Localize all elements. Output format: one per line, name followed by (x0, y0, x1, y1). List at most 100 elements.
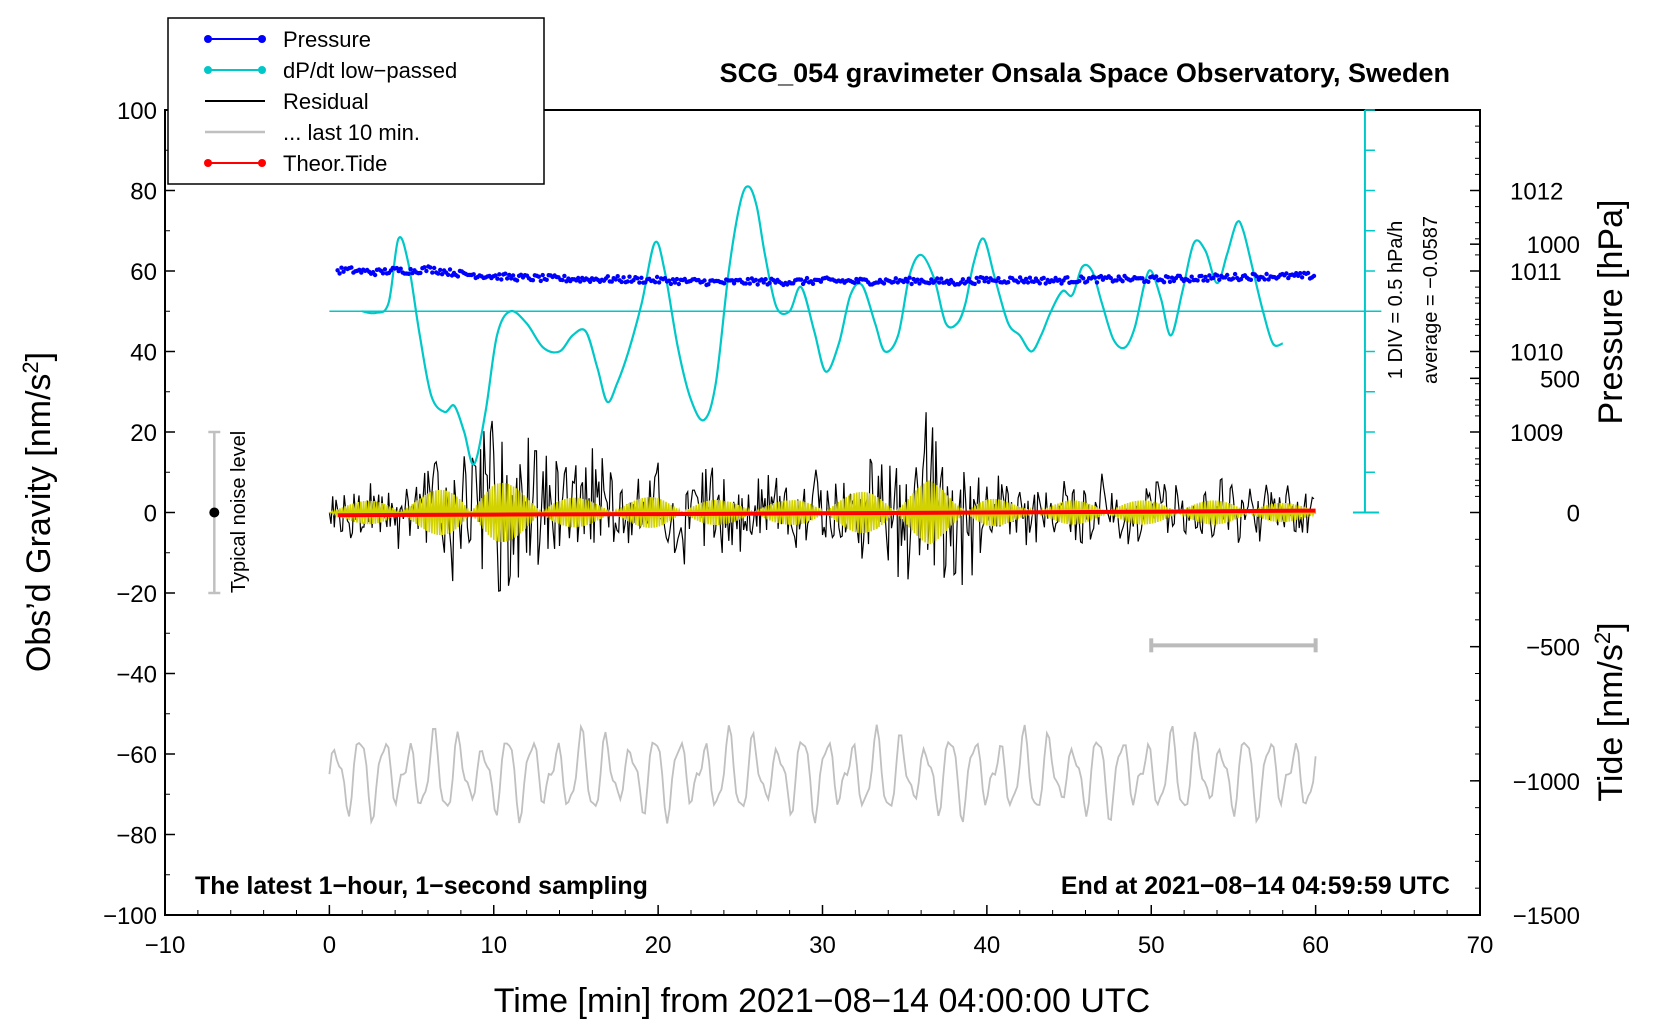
pressure-point (635, 276, 640, 281)
pressure-point (445, 272, 451, 277)
x-tick-label: −10 (145, 932, 186, 959)
div-scale-label: 1 DIV = 0.5 hPa/h (1385, 221, 1407, 379)
chart-title: SCG_054 gravimeter Onsala Space Observat… (720, 58, 1450, 88)
pressure-point (337, 271, 342, 276)
pressure-point (927, 281, 932, 286)
pressure-point (372, 272, 378, 278)
pressure-point (1165, 275, 1171, 280)
pressure-point (380, 271, 386, 276)
tide-tick-label: −500 (1526, 635, 1580, 662)
ticks-layer: −10 0 10 20 30 40 50 60 70−100−80−60−40−20020406… (103, 98, 1580, 959)
pressure-point (406, 271, 411, 276)
pressure-point (753, 277, 758, 283)
y-axis-label-sup: 2 (18, 361, 43, 373)
pressure-point (1167, 279, 1173, 284)
pressure-point (1023, 276, 1029, 282)
x-tick-label: 30 (809, 932, 836, 959)
pressure-point (666, 278, 672, 283)
pressure-point (499, 277, 504, 282)
pressure-point (852, 280, 857, 285)
pressure-point (982, 279, 987, 284)
pressure-point (503, 271, 508, 276)
pressure-point (1199, 273, 1204, 279)
pressure-point (1284, 271, 1289, 276)
pressure-point (1027, 275, 1033, 280)
x-tick-label: 50 (1138, 932, 1165, 959)
pressure-point (1140, 276, 1145, 281)
pressure-point (605, 274, 610, 279)
pressure-point (937, 280, 942, 285)
y-axis-label-main: Obs’d Gravity [nm/s (20, 374, 58, 673)
theor-tide-line (337, 508, 1316, 518)
pressure-point (1108, 275, 1114, 281)
pressure-point (627, 274, 632, 279)
pressure-point (958, 280, 964, 285)
pressure-point (1120, 279, 1125, 284)
legend-marker (258, 159, 266, 167)
legend-marker (258, 66, 266, 74)
pressure-point (1092, 275, 1098, 280)
pressure-point (676, 281, 681, 287)
pressure-point (972, 281, 977, 287)
pressure-point (1169, 275, 1175, 280)
pressure-point (349, 265, 354, 270)
legend-label: Pressure (283, 27, 371, 52)
pressure-point (810, 281, 816, 286)
pressure-point (439, 272, 445, 277)
pressure-point (1225, 272, 1230, 278)
pressure-point (915, 277, 920, 282)
pressure-point (1031, 279, 1037, 284)
pressure-point (761, 280, 766, 285)
pressure-point (637, 280, 642, 285)
pressure-point (507, 272, 512, 278)
noise-level-label: Typical noise level (228, 431, 250, 593)
pressure-point (745, 276, 751, 282)
legend: Pressure dP/dt low−passed Residual ... last… (167, 17, 545, 185)
x-tick-label: 70 (1467, 932, 1494, 959)
pressure-point (514, 278, 520, 283)
pressure-point (743, 281, 749, 286)
pressure-point (939, 276, 944, 281)
pressure-point (960, 277, 966, 282)
x-axis-label: Time [min] from 2021−08−14 04:00:00 UTC (494, 982, 1150, 1020)
pressure-point (929, 277, 934, 282)
pressure-point (881, 281, 887, 286)
pressure-point (755, 282, 760, 287)
pressure-tick-label: 1011 (1510, 259, 1562, 286)
y-axis-label: Obs’d Gravity [nm/s2] (18, 352, 59, 672)
pressure-point (1211, 275, 1216, 281)
pressure-point (609, 279, 614, 284)
x-tick-label: 40 (974, 932, 1001, 959)
pressure-point (530, 278, 536, 283)
y-axis-label-end: ] (20, 352, 58, 361)
pressure-point (1094, 280, 1100, 285)
pressure-point (1254, 274, 1260, 279)
pressure-point (562, 273, 567, 279)
pressure-axis-label: Pressure [hPa] (1592, 200, 1630, 425)
pressure-point (335, 268, 340, 273)
pressure-point (455, 274, 461, 279)
pressure-point (1015, 280, 1021, 285)
pressure-point (428, 265, 433, 270)
pressure-point (672, 280, 678, 285)
pressure-point (1154, 274, 1159, 279)
pressure-point (1187, 279, 1192, 284)
pressure-point (909, 281, 914, 287)
pressure-point (1205, 278, 1210, 283)
pressure-point (654, 274, 660, 280)
pressure-point (1232, 271, 1238, 277)
pressure-point (798, 277, 804, 282)
pressure-point (1006, 280, 1011, 285)
pressure-point (653, 280, 658, 285)
y-tick-label: 60 (130, 259, 157, 286)
pressure-point (1161, 280, 1167, 285)
pressure-point (619, 279, 624, 285)
pressure-point (1201, 278, 1206, 283)
pressure-point (1081, 276, 1086, 281)
pressure-point (1215, 273, 1220, 278)
pressure-point (1065, 275, 1070, 280)
pressure-point (578, 279, 583, 284)
x-tick-label: 0 (323, 932, 336, 959)
pressure-point (505, 276, 510, 281)
pressure-point (976, 279, 981, 284)
